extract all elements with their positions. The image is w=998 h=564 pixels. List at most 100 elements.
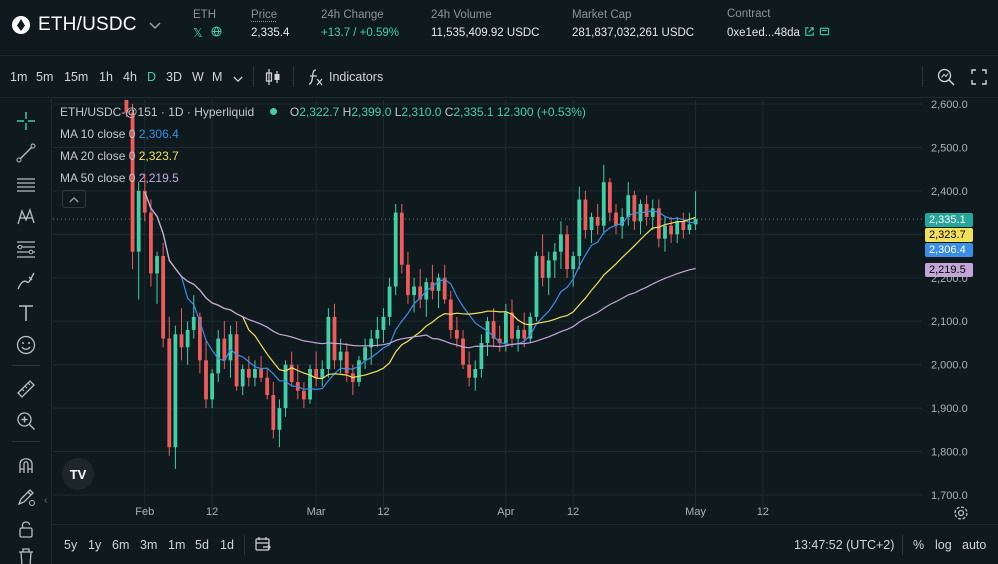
- chevron-up-icon[interactable]: [62, 190, 86, 208]
- candle-body: [571, 256, 576, 270]
- price-tick-label: 2,100.0: [931, 316, 968, 328]
- token-label: ETH: [193, 9, 216, 21]
- low-value: 2,310.0: [401, 105, 442, 119]
- candle-body: [344, 351, 349, 374]
- price-tick-label: 2,400.0: [931, 186, 968, 198]
- calendar-goto-icon[interactable]: [254, 535, 272, 556]
- chevron-down-icon[interactable]: [233, 72, 243, 86]
- pair-name: ETH/USDC: [38, 14, 137, 35]
- x-social-icon[interactable]: 𝕏: [193, 26, 203, 40]
- gear-icon[interactable]: [953, 505, 969, 526]
- candle-body: [546, 260, 551, 278]
- ma50-legend[interactable]: MA 50 close 0 2,219.5: [60, 171, 179, 185]
- range-1y[interactable]: 1y: [88, 538, 102, 552]
- candle-body: [479, 342, 484, 370]
- timeframe-m[interactable]: M: [212, 70, 223, 84]
- brush-icon[interactable]: [14, 269, 38, 293]
- range-3m[interactable]: 3m: [140, 538, 158, 552]
- timeframe-3d[interactable]: 3D: [166, 70, 182, 84]
- candle-body: [375, 329, 380, 339]
- toolbar-divider: [253, 67, 254, 87]
- candle-body: [271, 395, 276, 430]
- range-5y[interactable]: 5y: [64, 538, 78, 552]
- token-info: ETH 𝕏: [193, 9, 222, 40]
- horizontal-lines-icon[interactable]: [14, 173, 38, 197]
- search-chart-icon[interactable]: [936, 67, 956, 90]
- timeframe-15m[interactable]: 15m: [64, 70, 89, 84]
- ma20-label: MA 20 close 0: [60, 149, 136, 163]
- text-icon[interactable]: [14, 301, 38, 325]
- candle-body: [265, 377, 270, 396]
- timeframe-1m[interactable]: 1m: [10, 70, 28, 84]
- candle-body: [577, 199, 582, 257]
- candle-body: [197, 316, 202, 361]
- candle-body: [289, 364, 294, 383]
- tradingview-logo[interactable]: TV: [62, 458, 94, 490]
- crosshair-icon[interactable]: [14, 109, 38, 133]
- ma10-price-badge: 2,306.4: [925, 243, 973, 257]
- copy-icon[interactable]: [819, 26, 830, 40]
- timeframe-4h[interactable]: 4h: [123, 70, 137, 84]
- fib-icon[interactable]: [14, 237, 38, 261]
- globe-icon[interactable]: [211, 26, 222, 40]
- chart-toolbar: 1m 5m 15m 1h 4h D 3D W M Indicators: [0, 56, 998, 98]
- toolbar-divider: [293, 67, 294, 87]
- clock-time[interactable]: 13:47:52 (UTC+2): [794, 538, 895, 552]
- close-price-badge: 2,335.1: [925, 213, 973, 227]
- timeframe-5m[interactable]: 5m: [36, 70, 54, 84]
- zoom-in-icon[interactable]: [14, 409, 38, 433]
- ma10-legend[interactable]: MA 10 close 0 2,306.4: [60, 127, 179, 141]
- range-6m[interactable]: 6m: [112, 538, 130, 552]
- pattern-icon[interactable]: [14, 205, 38, 229]
- timeframe-1h[interactable]: 1h: [99, 70, 113, 84]
- ma20-legend[interactable]: MA 20 close 0 2,323.7: [60, 149, 179, 163]
- candle-body: [283, 364, 288, 409]
- emoji-icon[interactable]: [14, 333, 38, 357]
- function-icon[interactable]: [306, 67, 324, 90]
- tools-divider: [12, 365, 40, 366]
- high-value: 2,399.0: [351, 105, 392, 119]
- candle-body: [222, 338, 227, 361]
- fullscreen-icon[interactable]: [970, 68, 988, 89]
- magnet-icon[interactable]: [14, 453, 38, 477]
- ma10-line: [144, 191, 696, 391]
- candle-body: [455, 329, 459, 339]
- percent-toggle[interactable]: %: [913, 538, 925, 552]
- candle-body: [161, 256, 166, 339]
- candle-body: [393, 212, 398, 287]
- timeframe-d[interactable]: D: [147, 70, 157, 84]
- indicators-button[interactable]: Indicators: [329, 70, 384, 84]
- candle-body: [277, 408, 282, 430]
- ruler-icon[interactable]: [14, 377, 38, 401]
- candlestick-icon[interactable]: [264, 67, 282, 90]
- price-tick-label: 1,700.0: [931, 490, 968, 502]
- timeframe-w[interactable]: W: [192, 70, 204, 84]
- contract-stat: Contract 0xe1ed...48da: [727, 8, 830, 40]
- candle-body: [681, 221, 686, 230]
- candle-body: [210, 373, 215, 400]
- candle-body: [656, 208, 661, 239]
- range-1d[interactable]: 1d: [220, 538, 234, 552]
- tools-expand-icon[interactable]: ‹: [44, 495, 48, 506]
- ma20-price-badge: 2,323.7: [925, 228, 973, 242]
- auto-toggle[interactable]: auto: [962, 538, 987, 552]
- lock-draw-icon[interactable]: [14, 485, 38, 509]
- candle-body: [173, 334, 178, 448]
- external-link-icon[interactable]: [804, 26, 815, 40]
- trendline-icon[interactable]: [14, 141, 38, 165]
- trash-icon[interactable]: [14, 545, 38, 564]
- tools-divider: [12, 441, 40, 442]
- close-value: 2,335.1: [453, 105, 494, 119]
- candle-body: [406, 264, 410, 296]
- range-5d[interactable]: 5d: [195, 538, 209, 552]
- range-1m[interactable]: 1m: [168, 538, 186, 552]
- log-toggle[interactable]: log: [935, 538, 952, 552]
- price-tick-label: 1,900.0: [931, 403, 968, 415]
- pair-selector[interactable]: ETH/USDC: [12, 14, 161, 36]
- contract-value[interactable]: 0xe1ed...48da: [727, 27, 800, 39]
- price-tick-label: 2,600.0: [931, 99, 968, 111]
- lock-icon[interactable]: [14, 517, 38, 541]
- time-tick-label: 12: [757, 506, 769, 518]
- candle-body: [589, 216, 594, 230]
